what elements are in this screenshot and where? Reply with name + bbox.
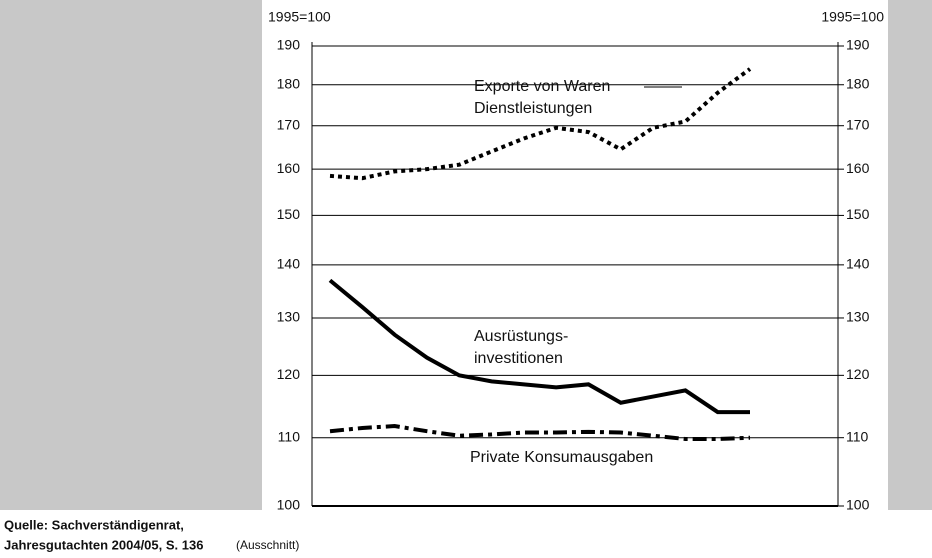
- y2-tick-label: 180: [846, 75, 870, 91]
- y2-tick-label: 160: [846, 160, 870, 176]
- data-line: [329, 424, 751, 441]
- series-label: Ausrüstungs-: [474, 328, 568, 345]
- y2-tick-label: 100: [846, 497, 870, 513]
- y-tick-label: 130: [277, 309, 301, 325]
- y-tick-label: 110: [278, 428, 301, 444]
- y2-tick-label: 170: [846, 116, 870, 132]
- y2-tick-label: 130: [846, 309, 870, 325]
- y2-tick-label: 140: [846, 256, 870, 272]
- y-tick-label: 120: [277, 366, 301, 382]
- series-label: Private Konsumausgaben: [470, 449, 653, 466]
- y-tick-label: 150: [277, 206, 301, 222]
- series-label: investitionen: [474, 350, 563, 367]
- y-tick-label: 140: [277, 256, 301, 272]
- y2-tick-label: 110: [846, 428, 869, 444]
- y-axis-label: 1995=100: [268, 9, 331, 25]
- series-label: Exporte von Waren: [474, 78, 610, 95]
- y2-tick-label: 190: [846, 37, 870, 53]
- y-tick-label: 170: [277, 116, 301, 132]
- y-tick-label: 180: [277, 75, 301, 91]
- y-tick-label: 100: [277, 497, 301, 513]
- y-tick-label: 190: [277, 37, 301, 53]
- y-tick-label: 160: [277, 160, 301, 176]
- y2-tick-label: 120: [846, 366, 870, 382]
- source: Quelle: Sachverständigenrat,: [4, 517, 184, 532]
- y2-axis-label: 1995=100: [821, 9, 884, 25]
- data-line: [328, 278, 750, 415]
- source-note: (Ausschnitt): [236, 538, 299, 552]
- series-label: Dienstleistungen: [474, 100, 592, 117]
- side-panel: [888, 0, 932, 510]
- y2-tick-label: 150: [846, 206, 870, 222]
- data-line: [329, 67, 752, 181]
- side-panel: [0, 0, 262, 510]
- source: Jahresgutachten 2004/05, S. 136: [4, 537, 203, 552]
